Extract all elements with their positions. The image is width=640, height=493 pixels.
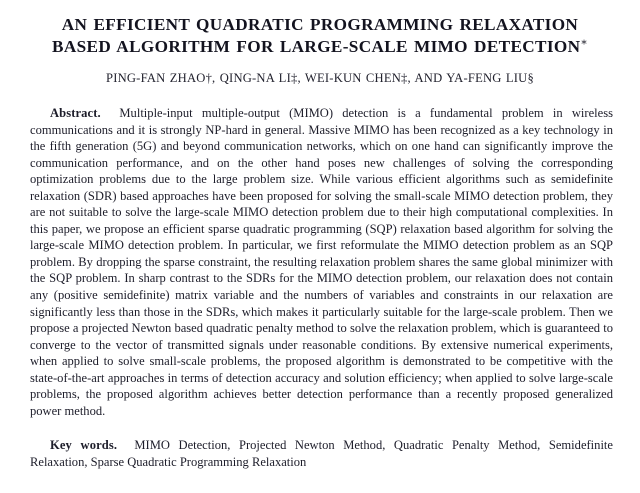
- keywords-section: Key words. MIMO Detection, Projected Newt…: [27, 419, 613, 470]
- title-line-1: AN EFFICIENT QUADRATIC PROGRAMMING RELAX…: [61, 15, 579, 34]
- title-line-2-text: BASED ALGORITHM FOR LARGE-SCALE MIMO DET…: [52, 36, 581, 56]
- title-line-2: BASED ALGORITHM FOR LARGE-SCALE MIMO DET…: [27, 36, 613, 58]
- keywords-label: Key words.: [50, 438, 118, 453]
- keywords-body: MIMO Detection, Projected Newton Method,…: [30, 438, 613, 469]
- page-title: AN EFFICIENT QUADRATIC PROGRAMMING RELAX…: [27, 0, 613, 57]
- abstract-label: Abstract.: [50, 106, 101, 120]
- title-footnote-marker: ∗: [580, 36, 588, 48]
- abstract-body: Multiple-input multiple-output (MIMO) de…: [30, 106, 613, 418]
- abstract-section: Abstract. Multiple-input multiple-output …: [27, 86, 613, 419]
- author-list: PING-FAN ZHAO†, QING-NA LI‡, WEI-KUN CHE…: [106, 71, 534, 85]
